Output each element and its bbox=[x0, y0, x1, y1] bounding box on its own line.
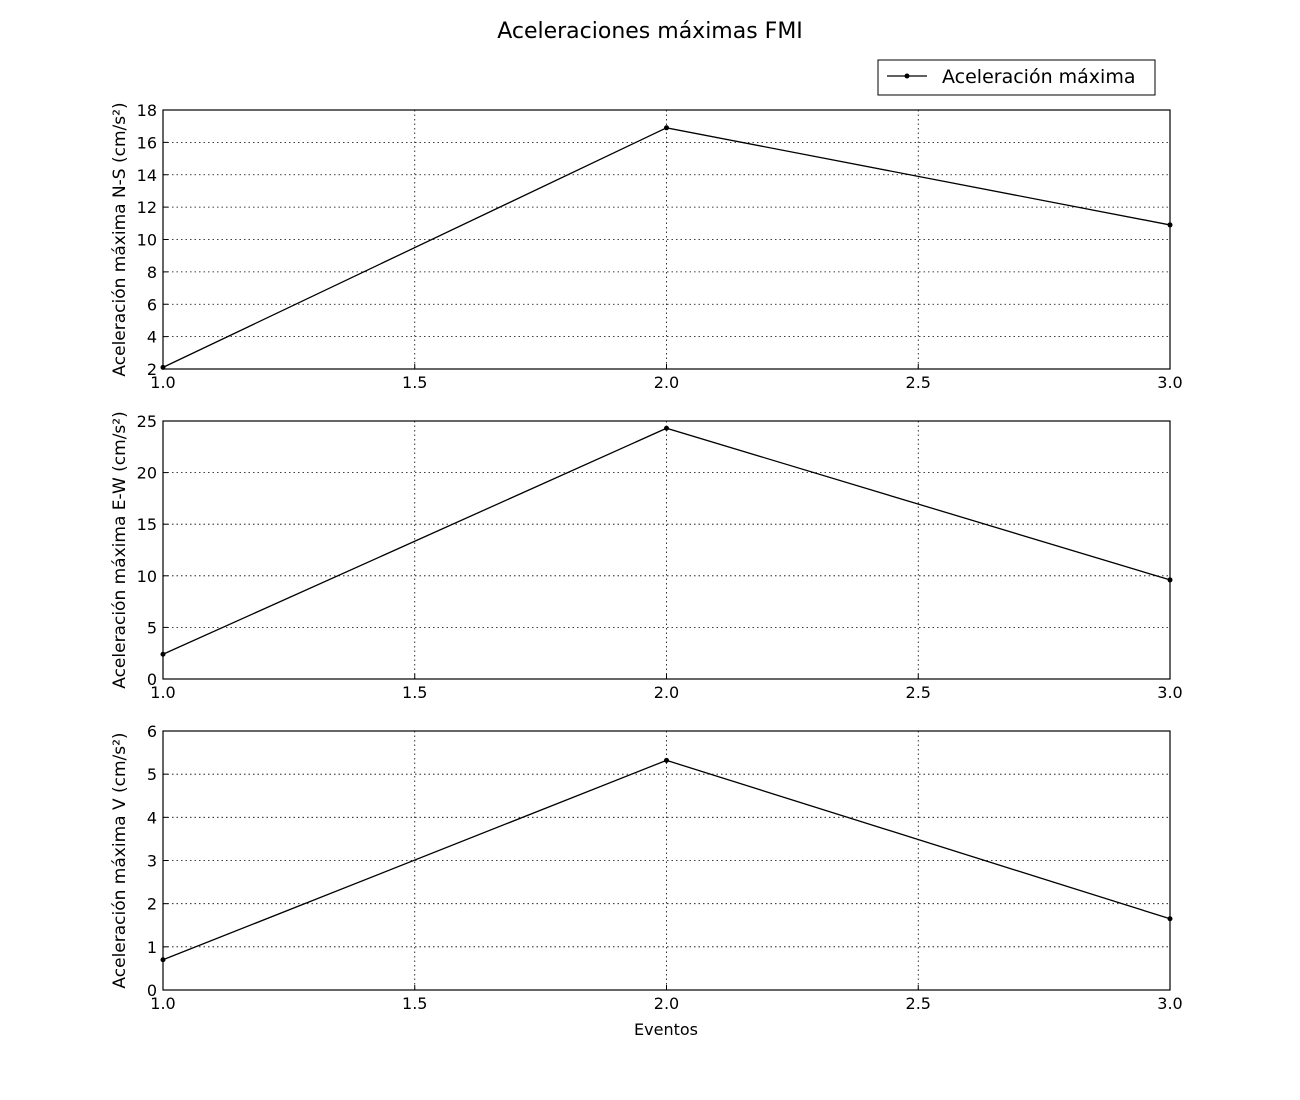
chart-title: Aceleraciones máximas FMI bbox=[497, 19, 803, 44]
v-ytick-label-6: 6 bbox=[147, 722, 157, 741]
x-axis-label: Eventos bbox=[634, 1020, 698, 1039]
ns-data-point-1 bbox=[664, 125, 669, 131]
subplot-ew: 1.0 1.5 2.0 2.5 3.0 0 5 10 15 20 25 Aceleración máx… bbox=[110, 411, 1183, 702]
v-data-point-1 bbox=[664, 757, 669, 763]
ew-y-axis-label: Aceleración máxima E-W (cm/s²) bbox=[110, 411, 130, 689]
subplot-ns: 1.0 1.5 2.0 2.5 3.0 2 4 6 8 10 12 14 16 18 Aceleración… bbox=[110, 101, 1183, 392]
legend-box bbox=[877, 59, 1156, 96]
v-xtick-label-3: 2.5 bbox=[906, 994, 931, 1013]
ew-ytick-label-1: 5 bbox=[147, 618, 157, 637]
legend-label: Aceleración máxima bbox=[942, 66, 1135, 88]
ew-axes-frame bbox=[162, 420, 1171, 680]
ew-xtick-label-1: 1.5 bbox=[402, 683, 427, 702]
ew-xtick-label-2: 2.0 bbox=[654, 683, 679, 702]
ns-xtick-label-0: 1.0 bbox=[150, 373, 175, 392]
ns-xtick-label-3: 2.5 bbox=[906, 373, 931, 392]
subplot-v: 1.0 1.5 2.0 2.5 3.0 0 1 2 3 4 5 6 Aceleración máxima… bbox=[110, 722, 1183, 1013]
v-ytick-label-2: 2 bbox=[147, 895, 157, 914]
ns-ytick-label-3: 8 bbox=[147, 263, 157, 282]
ns-xtick-label-1: 1.5 bbox=[402, 373, 427, 392]
v-xtick-label-2: 2.0 bbox=[654, 994, 679, 1013]
ew-ytick-label-0: 0 bbox=[147, 670, 157, 689]
v-ytick-label-3: 3 bbox=[147, 852, 157, 871]
ew-ytick-label-4: 20 bbox=[137, 464, 157, 483]
ns-ytick-label-4: 10 bbox=[137, 231, 157, 250]
ns-axes-frame bbox=[162, 109, 1171, 370]
ew-ytick-label-2: 10 bbox=[137, 567, 157, 586]
ew-xtick-label-4: 3.0 bbox=[1157, 683, 1182, 702]
ew-ytick-label-3: 15 bbox=[137, 515, 157, 534]
v-xtick-label-0: 1.0 bbox=[150, 994, 175, 1013]
ns-ytick-label-0: 2 bbox=[147, 360, 157, 379]
ew-data-point-1 bbox=[664, 425, 669, 431]
ns-y-axis-label: Aceleración máxima N-S (cm/s²) bbox=[110, 102, 130, 376]
v-xtick-label-1: 1.5 bbox=[402, 994, 427, 1013]
ns-ytick-label-6: 14 bbox=[137, 166, 157, 185]
ew-ytick-label-5: 25 bbox=[137, 412, 157, 431]
v-xtick-label-4: 3.0 bbox=[1157, 994, 1182, 1013]
v-axes-frame bbox=[162, 730, 1171, 991]
legend-marker-sample bbox=[904, 73, 910, 79]
v-ytick-label-4: 4 bbox=[147, 808, 157, 827]
ns-xtick-label-4: 3.0 bbox=[1157, 373, 1182, 392]
legend: Aceleración máxima bbox=[877, 59, 1156, 96]
ew-xtick-label-3: 2.5 bbox=[906, 683, 931, 702]
ns-ytick-label-1: 4 bbox=[147, 328, 157, 347]
ew-xtick-label-0: 1.0 bbox=[150, 683, 175, 702]
ns-ytick-label-5: 12 bbox=[137, 198, 157, 217]
v-y-axis-label: Aceleración máxima V (cm/s²) bbox=[110, 732, 130, 988]
ns-xtick-label-2: 2.0 bbox=[654, 373, 679, 392]
ns-ytick-label-7: 16 bbox=[137, 133, 157, 152]
v-ytick-label-0: 0 bbox=[147, 981, 157, 1000]
ns-ytick-label-8: 18 bbox=[137, 101, 157, 120]
v-ytick-label-1: 1 bbox=[147, 938, 157, 957]
v-ytick-label-5: 5 bbox=[147, 765, 157, 784]
ns-ytick-label-2: 6 bbox=[147, 295, 157, 314]
